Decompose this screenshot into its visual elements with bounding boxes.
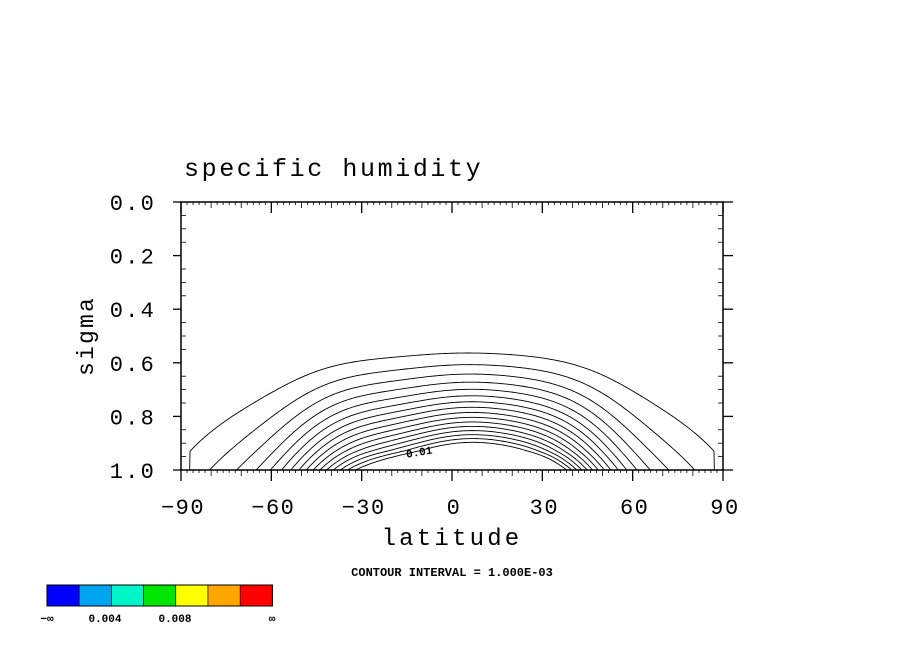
- filled-contours: [181, 202, 723, 470]
- plot-background: [181, 202, 723, 470]
- plot-area: 0.01: [181, 202, 723, 470]
